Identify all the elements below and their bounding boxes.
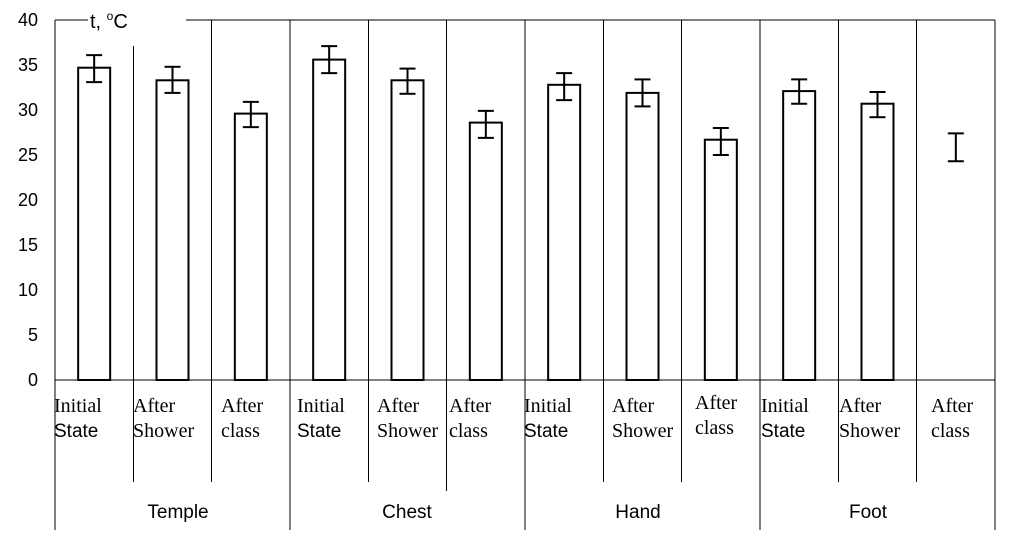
y-axis-label-backdrop: [88, 4, 186, 46]
category-label-line: Initial: [761, 395, 809, 417]
category-label-line: After: [612, 395, 655, 417]
chart-bars: [77, 45, 964, 382]
error-bar-1: [86, 54, 103, 84]
y-axis-label: t, oC: [90, 9, 128, 33]
y-axis-label-degree: o: [107, 9, 114, 23]
category-label-line: class: [449, 420, 488, 442]
error-bar-10: [791, 78, 808, 105]
error-bar-5: [399, 67, 416, 95]
category-label-10: Initial State: [761, 395, 809, 442]
group-label: Foot: [849, 502, 888, 523]
category-label-12: After class: [931, 395, 974, 442]
group-label: Chest: [382, 502, 432, 523]
category-label-line: class: [695, 417, 734, 439]
category-label-line: Shower: [839, 420, 900, 442]
category-label-line: State: [54, 421, 98, 442]
category-label-6: After class: [449, 395, 492, 442]
error-bar-6: [477, 109, 494, 139]
bar-2: [155, 79, 190, 382]
category-label-3: After class: [221, 395, 264, 442]
error-bar-3: [242, 100, 259, 129]
category-label-line: After: [839, 395, 882, 417]
category-label-1: Initial State: [54, 395, 102, 442]
category-label-line: After: [221, 395, 264, 417]
y-tick-label: 25: [18, 145, 38, 165]
bar-1: [77, 66, 112, 381]
y-tick-label: 20: [18, 190, 38, 210]
category-label-line: Initial: [54, 395, 102, 417]
bar-9: [703, 138, 738, 381]
category-label-4: Initial State: [297, 395, 345, 442]
error-bar-7: [556, 72, 573, 102]
group-label: Hand: [615, 502, 660, 523]
category-label-7: Initial State: [524, 395, 572, 442]
y-tick-label: 35: [18, 55, 38, 75]
category-label-line: Initial: [524, 395, 572, 417]
category-label-line: After: [133, 395, 176, 417]
y-tick-label: 10: [18, 280, 38, 300]
category-label-line: class: [221, 420, 260, 442]
category-label-line: State: [761, 421, 805, 442]
category-label-11: After Shower: [839, 395, 900, 442]
y-tick-label: 40: [18, 10, 38, 30]
category-label-line: Shower: [133, 420, 194, 442]
bar-4: [312, 58, 347, 381]
error-bar-2: [164, 65, 181, 94]
bar-5: [390, 79, 425, 382]
y-tick-label: 30: [18, 100, 38, 120]
category-label-line: After: [931, 395, 974, 417]
category-label-9: After class: [695, 392, 738, 439]
category-label-line: After: [695, 392, 738, 414]
group-label: Temple: [147, 502, 208, 523]
y-tick-label: 0: [28, 370, 38, 390]
chart-frame: [54, 19, 996, 530]
category-label-2: After Shower: [133, 395, 194, 442]
bar-10: [782, 90, 817, 381]
error-bar-4: [321, 45, 338, 75]
category-label-line: Shower: [377, 420, 438, 442]
category-label-line: class: [931, 420, 970, 442]
y-axis-label-box: [88, 4, 186, 46]
y-axis-label-prefix: t,: [90, 11, 107, 33]
category-label-8: After Shower: [612, 395, 673, 442]
bar-3: [233, 112, 268, 381]
error-bar-12: [947, 132, 964, 163]
error-bar-9: [712, 127, 729, 156]
category-label-line: After: [449, 395, 492, 417]
category-label-line: Shower: [612, 420, 673, 442]
category-label-line: Initial: [297, 395, 345, 417]
bar-6: [468, 121, 503, 381]
error-bar-8: [634, 78, 651, 108]
chart-text: t, oC 0 5 10 15 20 25 30 35 40 Initial State After S…: [18, 9, 974, 523]
category-label-line: State: [524, 421, 568, 442]
bar-8: [625, 91, 660, 382]
bar-11: [860, 102, 895, 381]
category-label-5: After Shower: [377, 395, 438, 442]
y-tick-label: 5: [28, 325, 38, 345]
bar-7: [547, 83, 582, 382]
error-bar-11: [869, 91, 886, 119]
y-axis-label-unit: C: [113, 11, 127, 33]
category-label-line: After: [377, 395, 420, 417]
y-tick-label: 15: [18, 235, 38, 255]
category-label-line: State: [297, 421, 341, 442]
